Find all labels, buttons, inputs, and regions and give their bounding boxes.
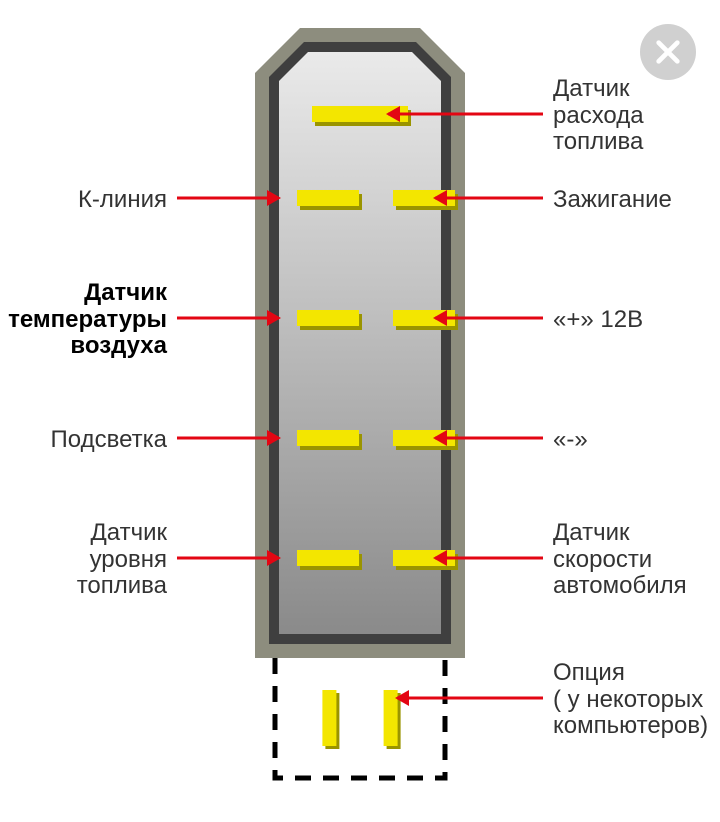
label-backlight: Подсветка [51, 427, 167, 454]
connector-body [255, 28, 465, 793]
pointer-arrow [435, 556, 543, 560]
label-option: Опция ( у некоторых компьютеров) [553, 660, 708, 741]
pointer-arrow [177, 556, 279, 560]
connector-svg [255, 28, 465, 788]
label-k_line: К-линия [78, 187, 167, 214]
label-text: Датчик скорости автомобиля [553, 519, 687, 600]
close-button[interactable] [640, 24, 696, 80]
pointer-arrow [435, 436, 543, 440]
label-minus: «-» [553, 427, 588, 454]
label-text: «-» [553, 426, 588, 453]
label-ignition: Зажигание [553, 187, 672, 214]
label-text: Зажигание [553, 186, 672, 213]
pointer-arrow [177, 436, 279, 440]
pointer-arrow [435, 196, 543, 200]
label-plus12v: «+» 12В [553, 307, 643, 334]
label-text: Подсветка [51, 426, 167, 453]
label-text: Датчик расхода топлива [553, 75, 644, 156]
pointer-arrow [177, 196, 279, 200]
label-air_temp: Датчик температуры воздуха [8, 280, 167, 361]
diagram-canvas: К-линия Датчик температуры воздуха Подсвет… [0, 0, 720, 822]
label-text: «+» 12В [553, 306, 643, 333]
pointer-arrow [388, 112, 543, 116]
pointer-arrow [397, 696, 543, 700]
label-text: Датчик уровня топлива [77, 519, 167, 600]
pointer-arrow [435, 316, 543, 320]
label-speed: Датчик скорости автомобиля [553, 520, 687, 601]
pointer-arrow [177, 316, 279, 320]
label-text: К-линия [78, 186, 167, 213]
label-fuel_lvl: Датчик уровня топлива [77, 520, 167, 601]
label-text: Датчик температуры воздуха [8, 279, 167, 360]
label-fuel_flow: Датчик расхода топлива [553, 76, 644, 157]
close-icon [652, 36, 684, 68]
label-text: Опция ( у некоторых компьютеров) [553, 659, 708, 740]
